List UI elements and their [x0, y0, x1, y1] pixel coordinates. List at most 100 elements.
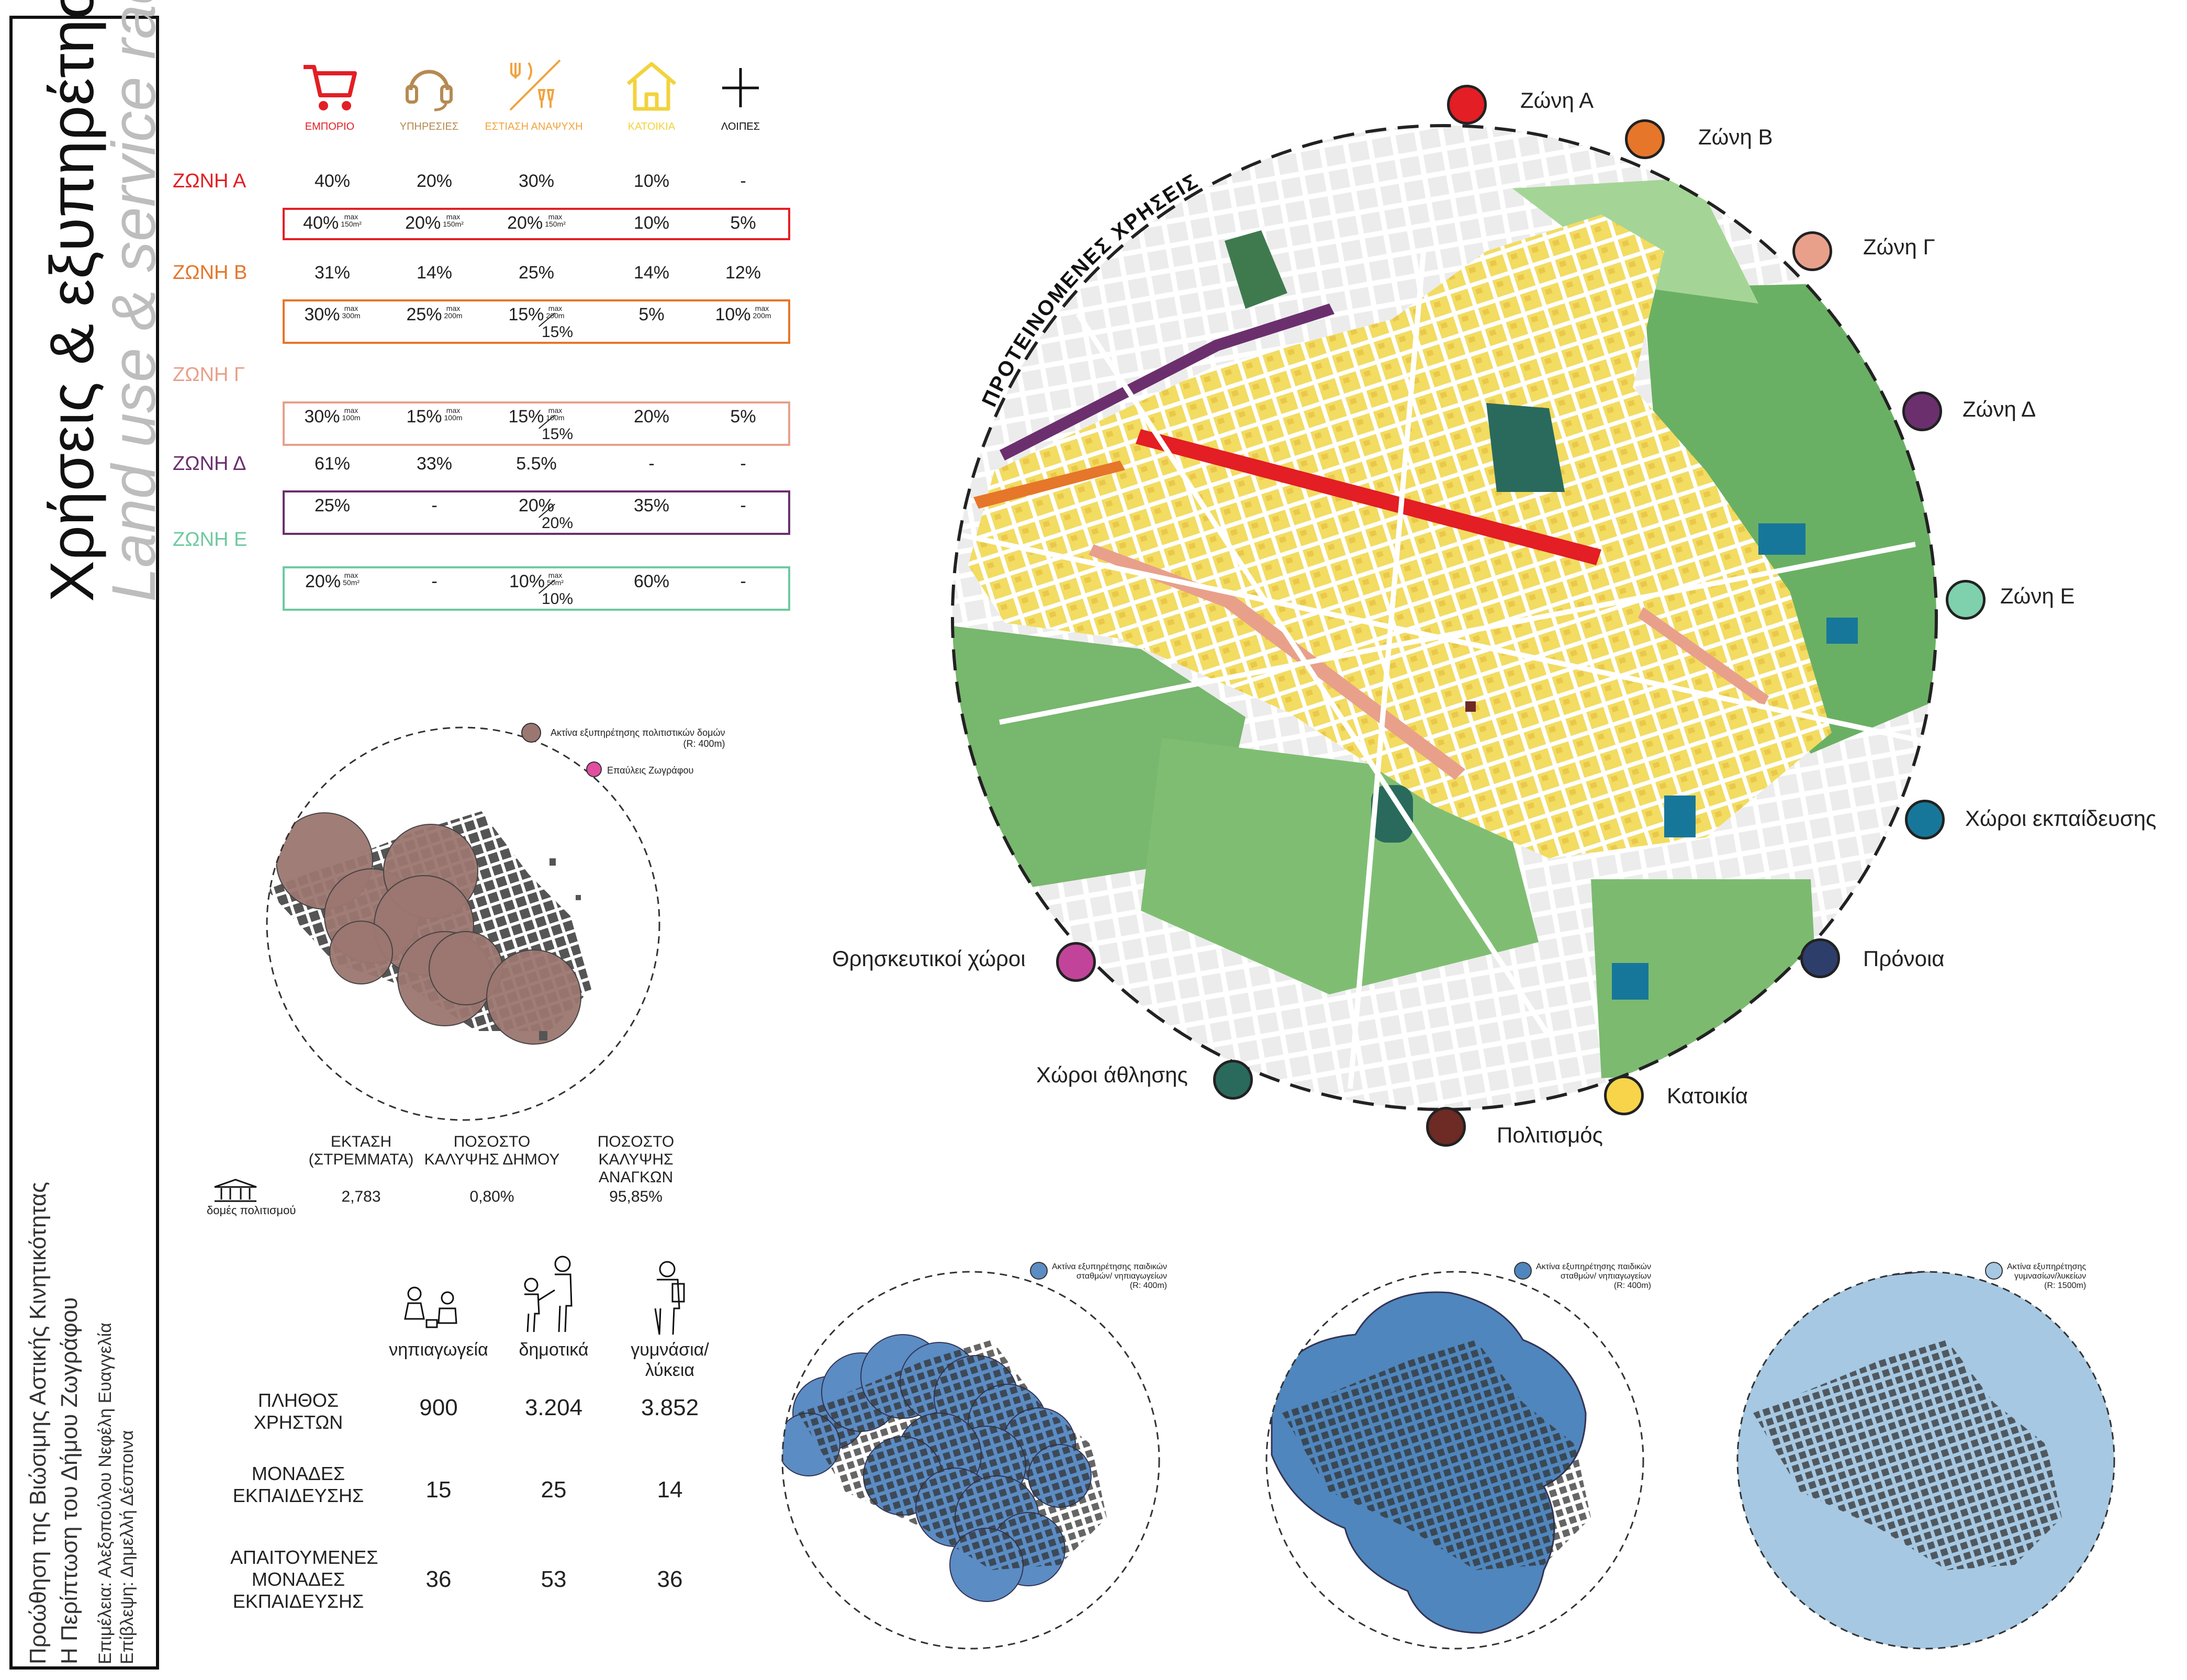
zone-proposed-value: 25% — [283, 496, 382, 516]
zone-proposed-value: - — [385, 572, 484, 592]
legend-label-sports: Χώροι άθλησης — [1036, 1062, 1188, 1087]
stat-header-area: ΕΚΤΑΣΗ (ΣΤΡΕΜΜΑΤΑ) — [308, 1133, 414, 1168]
zone-proposed-value: 10% — [602, 213, 701, 233]
proposed-limit: max 150m² — [341, 213, 362, 228]
culture-icon-label: δομές πολιτισμού — [207, 1204, 296, 1217]
proposed-limit-max: max — [548, 304, 563, 312]
proposed-limit-max: max — [446, 212, 461, 221]
radius-map-svg — [1736, 1262, 2115, 1650]
proposed-limit-max: max — [548, 406, 563, 415]
zone-current-value: 33% — [416, 454, 453, 474]
proposed-limit: max 200m — [753, 305, 771, 319]
legend-marker-housing — [1604, 1076, 1644, 1115]
category-label: ΕΜΠΟΡΙΟ — [305, 121, 355, 132]
edu-value: 53 — [541, 1566, 567, 1592]
zone-proposed-row — [283, 566, 790, 611]
culture-legend-radius-r: (R: 400m) — [683, 738, 725, 749]
radius-legend-line: γυμνασίων/λυκείων — [2014, 1272, 2087, 1281]
title-greek: Χρήσεις & εξυπηρέτηση — [38, 0, 107, 602]
proposed-percent: 10% — [509, 572, 545, 591]
category-other: ΛΟΙΠΕΣ — [688, 58, 793, 133]
culture-legend-radius-text: Ακτίνα εξυπηρέτησης πολιτιστικών δομών — [551, 727, 725, 738]
proposed-percent: 5% — [730, 213, 756, 233]
zone-proposed-value: 25% max 200m — [385, 305, 484, 325]
proposed-percent: 15% — [508, 305, 544, 324]
radius-legend-marker — [1985, 1262, 2003, 1280]
legend-label-zone-e: Ζώνη Ε — [2000, 584, 2075, 608]
proposed-percent: 60% — [633, 572, 670, 591]
edu-header-kindergarten: νηπιαγωγεία — [389, 1340, 488, 1360]
edu-value: 3.852 — [641, 1395, 699, 1420]
edu-row-label: ΑΠΑΙΤΟΥΜΕΝΕΣ ΜΟΝΑΔΕΣ ΕΚΠΑΙΔΕΥΣΗΣ — [230, 1547, 378, 1612]
edu-value: 14 — [657, 1477, 683, 1503]
culture-legend-radius: Ακτίνα εξυπηρέτησης πολιτιστικών δομών (… — [551, 727, 725, 749]
proposed-percent: 25% — [314, 496, 351, 516]
proposed-limit-max: max — [344, 212, 358, 221]
proposed-limit-size: 200m — [444, 311, 463, 320]
zone-proposed-value: 15% max 200m 15% — [487, 304, 586, 341]
category-label: ΕΣΤΙΑΣΗ ΑΝΑΨΥΧΗ — [485, 121, 583, 132]
zone-table-label: ΖΩΝΗ Β — [173, 262, 248, 284]
proposed-limit-size: 100m — [546, 413, 565, 422]
proposed-percent: 10% — [633, 213, 670, 233]
zone-proposed-value: 20% max 150m² — [385, 213, 484, 233]
legend-marker-zone-b — [1625, 119, 1665, 159]
proposed-limit-max: max — [755, 304, 769, 312]
zone-current-value: 5.5% — [516, 454, 557, 474]
legend-marker-zone-d — [1902, 391, 1942, 431]
zone-proposed-value: - — [693, 496, 793, 516]
zone-current-value: 14% — [416, 263, 453, 283]
kindergarten-icon — [404, 1286, 457, 1328]
legend-marker-welfare — [1800, 938, 1840, 978]
edu-value: 900 — [419, 1395, 458, 1420]
zone-proposed-value: 5% — [693, 407, 793, 427]
edu-header-primary: δημοτικά — [519, 1340, 589, 1360]
proposed-percent: - — [740, 572, 746, 591]
legend-marker-education — [1905, 800, 1945, 839]
plus-icon — [722, 68, 759, 107]
zone-proposed-value: 20% — [602, 407, 701, 427]
category-housing: ΚΑΤΟΙΚΙΑ — [599, 58, 704, 133]
proposed-limit-size: 200m — [753, 311, 771, 320]
proposed-limit-size: 150m² — [443, 220, 464, 228]
proposed-percent: 25% — [406, 305, 442, 324]
proposed-limit-max: max — [548, 571, 563, 579]
proposed-limit: max 50m² — [343, 572, 360, 586]
radius-legend-line: σταθμών/ νηπιαγωγείων — [1560, 1272, 1651, 1281]
credit-line-2: Επίβλεψη: Δημελλή Δέσποινα — [117, 1430, 137, 1664]
culture-legend-points: Επαύλεις Ζωγράφου — [607, 765, 694, 776]
edu-value: 36 — [657, 1566, 683, 1592]
radius-legend-line: Ακτίνα εξυπηρέτησης παιδικών — [1052, 1262, 1167, 1271]
legend-label-zone-g: Ζώνη Γ — [1863, 234, 1935, 259]
radius-map-boundary — [1265, 1271, 1644, 1650]
proposed-percent: 20% — [305, 572, 341, 591]
zone-table-label: ΖΩΝΗ Γ — [173, 364, 245, 386]
legend-label-culture: Πολιτισμός — [1497, 1123, 1603, 1147]
zone-current-value: 20% — [416, 171, 453, 191]
category-services: ΥΠΗΡΕΣΙΕΣ — [377, 58, 481, 133]
cart-icon — [304, 65, 357, 110]
proposed-percent: 5% — [638, 305, 665, 324]
category-commerce: ΕΜΠΟΡΙΟ — [277, 58, 382, 133]
zone-proposed-value: 40% max 150m² — [283, 213, 382, 233]
radius-map: Ακτίνα εξυπηρέτησης παιδικών σταθμών/ νηπ… — [1251, 1256, 1659, 1664]
radius-map-content — [1737, 1272, 2114, 1649]
main-land-use-map: ΠΡΟΤΕΙΝΟΜΕΝΕΣ ΧΡΗΣΕΙΣ — [951, 124, 1938, 1111]
zone-proposed-value: 15% max 100m — [385, 407, 484, 427]
radius-map-boundary — [1736, 1271, 2115, 1650]
proposed-percent: - — [740, 496, 746, 516]
culture-radius-circles — [276, 812, 581, 1045]
radius-legend-text: Ακτίνα εξυπηρέτησης παιδικών σταθμών/ νηπ… — [1052, 1262, 1167, 1291]
legend-marker-zone-a — [1447, 85, 1487, 125]
proposed-limit-size: 100m — [342, 413, 361, 422]
proposed-percent: 15% — [508, 407, 544, 427]
project-line-2: Η Περίπτωση του Δήμου Ζωγράφου — [57, 1297, 82, 1664]
proposed-percent: - — [431, 496, 438, 516]
proposed-limit-size: 200m — [546, 311, 565, 320]
proposed-percent: - — [431, 572, 438, 591]
proposed-limit: max 200m — [444, 305, 463, 319]
radius-map-content — [1266, 1272, 1643, 1649]
proposed-secondary-percent: 15% — [542, 425, 574, 443]
zone-proposed-value: 5% — [602, 305, 701, 325]
stat-value-coverage: 0,80% — [469, 1188, 514, 1205]
